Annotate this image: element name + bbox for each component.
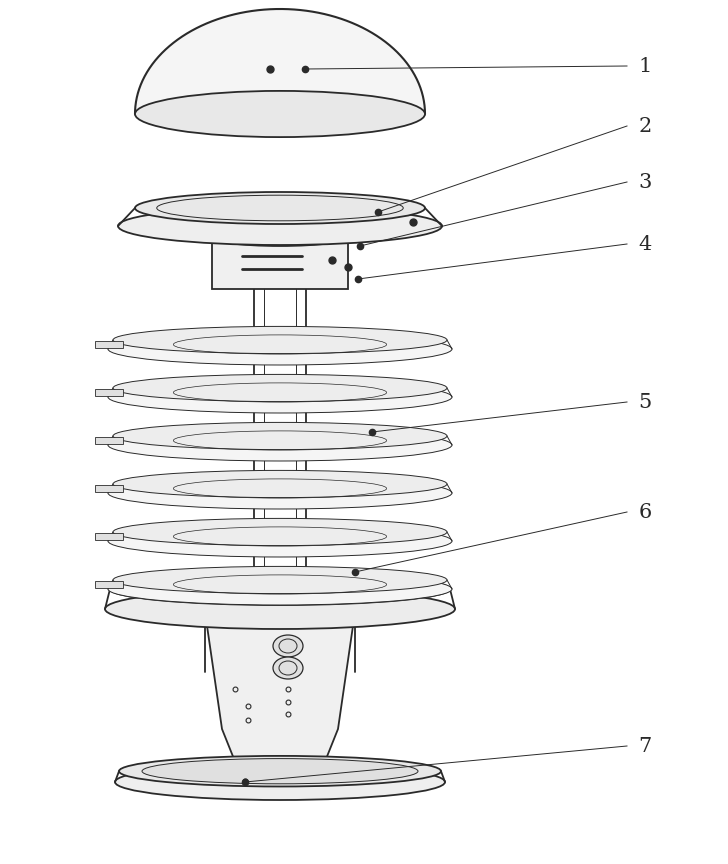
Ellipse shape bbox=[135, 91, 425, 137]
Bar bbox=[95, 533, 123, 540]
Ellipse shape bbox=[113, 327, 447, 353]
Ellipse shape bbox=[108, 381, 452, 413]
Ellipse shape bbox=[108, 429, 452, 461]
Text: 6: 6 bbox=[638, 503, 652, 522]
Bar bbox=[95, 581, 123, 588]
Polygon shape bbox=[135, 9, 425, 114]
Ellipse shape bbox=[113, 567, 447, 594]
Ellipse shape bbox=[105, 589, 455, 629]
Polygon shape bbox=[205, 612, 355, 769]
Ellipse shape bbox=[119, 756, 441, 786]
Ellipse shape bbox=[113, 470, 447, 498]
Text: 7: 7 bbox=[638, 736, 652, 755]
Ellipse shape bbox=[108, 525, 452, 557]
Bar bbox=[95, 437, 123, 444]
Ellipse shape bbox=[113, 518, 447, 545]
Ellipse shape bbox=[108, 333, 452, 365]
Ellipse shape bbox=[108, 477, 452, 509]
Text: 2: 2 bbox=[638, 117, 652, 136]
Text: 5: 5 bbox=[638, 392, 652, 411]
Ellipse shape bbox=[118, 207, 442, 245]
Ellipse shape bbox=[108, 573, 452, 605]
Text: 3: 3 bbox=[638, 173, 652, 192]
Bar bbox=[95, 389, 123, 396]
Ellipse shape bbox=[142, 759, 418, 784]
Text: 4: 4 bbox=[638, 234, 652, 253]
Bar bbox=[95, 485, 123, 492]
Bar bbox=[95, 341, 123, 348]
Ellipse shape bbox=[273, 657, 303, 679]
Bar bbox=[212, 236, 348, 289]
Ellipse shape bbox=[115, 764, 445, 800]
Ellipse shape bbox=[113, 374, 447, 402]
Ellipse shape bbox=[273, 635, 303, 657]
Ellipse shape bbox=[110, 573, 450, 605]
Text: 1: 1 bbox=[638, 56, 652, 75]
Ellipse shape bbox=[113, 422, 447, 449]
Ellipse shape bbox=[135, 192, 425, 224]
Ellipse shape bbox=[207, 226, 353, 246]
